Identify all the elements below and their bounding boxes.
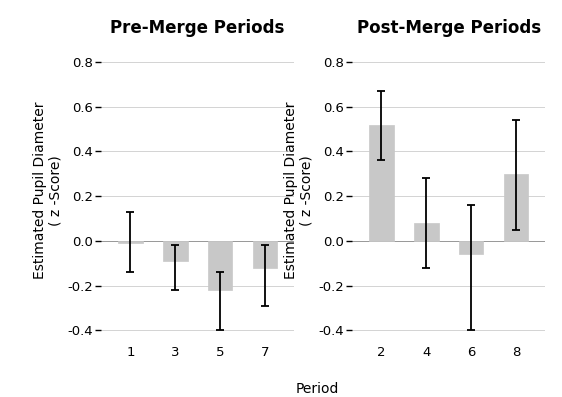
Bar <box>163 241 188 261</box>
Text: Period: Period <box>296 382 339 396</box>
Bar <box>208 241 233 290</box>
Title: Post-Merge Periods: Post-Merge Periods <box>356 19 541 37</box>
Bar <box>504 174 528 241</box>
Title: Pre-Merge Periods: Pre-Merge Periods <box>111 19 285 37</box>
Bar <box>118 241 143 243</box>
Bar <box>253 241 278 268</box>
Bar <box>459 241 483 254</box>
Bar <box>369 125 393 241</box>
Bar <box>414 223 438 241</box>
Y-axis label: Estimated Pupil Diameter
( z -Score): Estimated Pupil Diameter ( z -Score) <box>284 102 314 279</box>
Y-axis label: Estimated Pupil Diameter
( z -Score): Estimated Pupil Diameter ( z -Score) <box>33 102 63 279</box>
